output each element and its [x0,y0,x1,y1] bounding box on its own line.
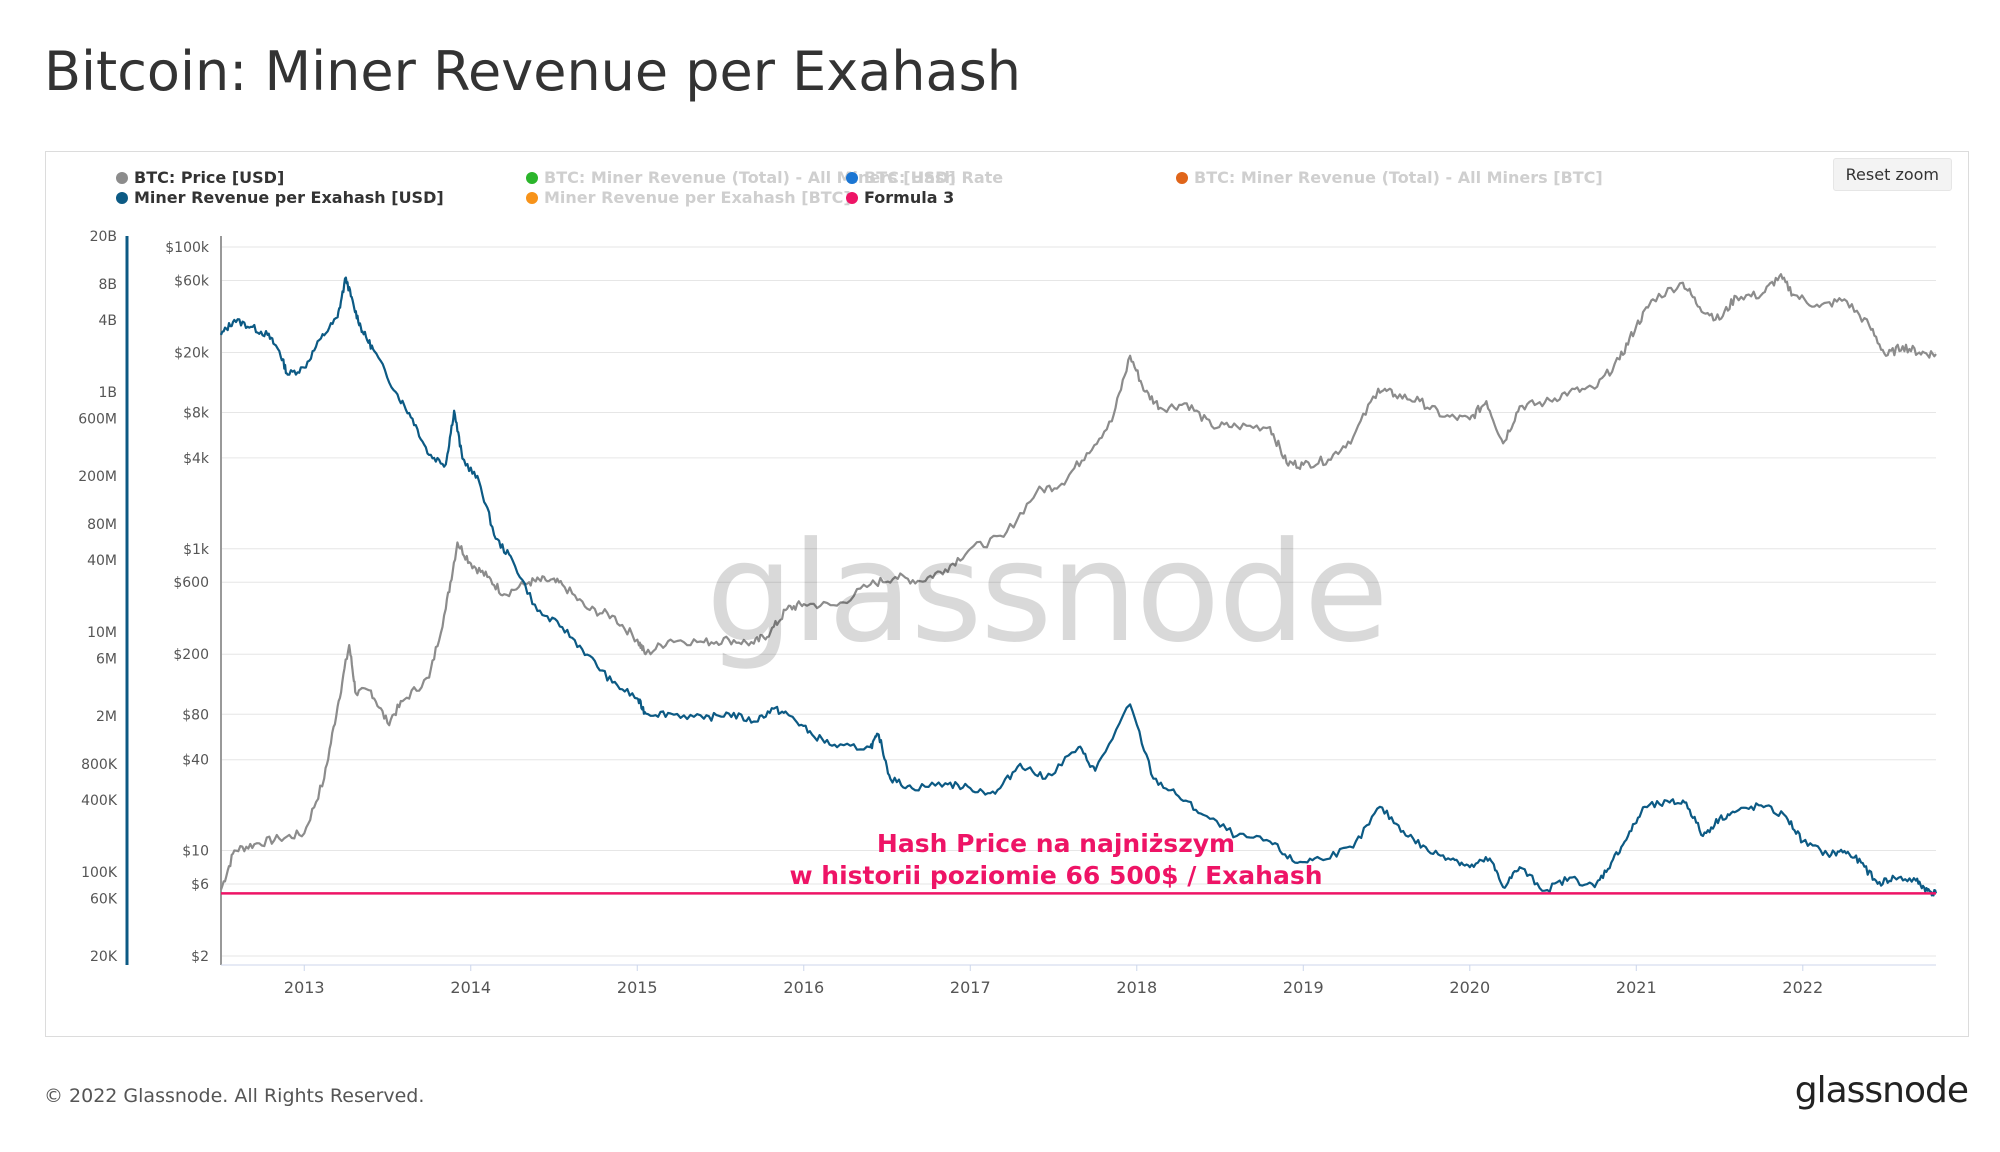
legend-item[interactable]: BTC: Hash Rate [846,168,1003,187]
price-tick-label: $600 [173,575,209,591]
price-tick-label: $10 [182,844,209,860]
legend-dot-icon [116,191,128,204]
x-tick-label: 2018 [1116,978,1157,997]
x-tick-label: 2014 [450,978,491,997]
revenue-tick-label: 80M [87,517,117,533]
price-tick-label: $80 [182,707,209,723]
price-tick-label: $60k [174,273,210,289]
price-tick-label: $8k [183,406,210,422]
legend-item[interactable]: BTC: Price [USD] [116,168,284,187]
revenue-tick-label: 10M [87,625,117,641]
x-tick-label: 2022 [1782,978,1823,997]
annotation-line-2: w historii poziomie 66 500$ / Exahash [789,861,1323,890]
revenue-tick-label: 400K [81,793,118,809]
revenue-tick-label: 800K [81,757,118,773]
chart-annotation: Hash Price na najniższym w historii pozi… [766,828,1346,892]
legend-dot-icon [1176,171,1188,184]
revenue-tick-label: 100K [81,865,118,881]
price-tick-label: $100k [165,240,210,256]
x-tick-label: 2019 [1283,978,1324,997]
legend-item[interactable]: Miner Revenue per Exahash [BTC] [526,188,851,207]
revenue-tick-label: 60K [90,892,118,908]
legend-label: BTC: Price [USD] [134,168,285,187]
legend-item[interactable]: Formula 3 [846,188,954,207]
copyright-footer: © 2022 Glassnode. All Rights Reserved. [44,1085,425,1107]
price-tick-label: $40 [182,753,209,769]
legend-dot-icon [526,171,538,184]
price-tick-label: $20k [174,345,210,361]
revenue-tick-label: 20K [90,949,118,965]
revenue-tick-label: 6M [96,652,117,668]
legend-dot-icon [846,191,858,204]
x-tick-label: 2016 [783,978,824,997]
revenue-tick-label: 200M [78,469,117,485]
legend-label: Miner Revenue per Exahash [BTC] [544,188,851,207]
x-tick-label: 2020 [1449,978,1490,997]
legend-label: BTC: Miner Revenue (Total) - All Miners … [1194,168,1603,187]
price-tick-label: $2 [191,949,209,965]
x-tick-label: 2017 [950,978,991,997]
series-line [219,273,1937,891]
series-line [219,276,1938,897]
chart-svg[interactable]: 20K 60K 100K 400K 800K 2M 6M 10M 40M 80M 200M 600M 1… [46,152,1968,1036]
legend-dot-icon [116,171,128,184]
chart-legend: BTC: Price [USD] Miner Revenue per Exahas… [116,168,1816,216]
legend-dot-icon [846,171,858,184]
price-tick-label: $1k [183,542,210,558]
annotation-line-1: Hash Price na najniższym [876,829,1236,858]
reset-zoom-button[interactable]: Reset zoom [1832,158,1952,191]
revenue-tick-label: 8B [98,277,117,293]
x-tick-label: 2021 [1616,978,1657,997]
price-tick-label: $4k [183,451,210,467]
revenue-tick-label: 600M [78,412,117,428]
legend-label: BTC: Hash Rate [864,168,1004,187]
price-tick-label: $6 [191,877,209,893]
legend-dot-icon [526,191,538,204]
page-title: Bitcoin: Miner Revenue per Exahash [44,40,1021,103]
legend-label: Formula 3 [864,188,955,207]
revenue-tick-label: 1B [98,385,117,401]
price-tick-label: $200 [173,647,209,663]
chart-container[interactable]: 20K 60K 100K 400K 800K 2M 6M 10M 40M 80M 200M 600M 1… [45,151,1969,1037]
revenue-tick-label: 4B [98,313,117,329]
x-tick-label: 2013 [284,978,325,997]
revenue-tick-label: 2M [96,709,117,725]
legend-item[interactable]: Miner Revenue per Exahash [USD] [116,188,444,207]
legend-item[interactable]: BTC: Miner Revenue (Total) - All Miners … [1176,168,1603,187]
revenue-tick-label: 40M [87,553,117,569]
glassnode-logo[interactable]: glassnode [1794,1070,1969,1111]
legend-label: Miner Revenue per Exahash [USD] [134,188,444,207]
revenue-tick-label: 20B [90,229,117,245]
x-tick-label: 2015 [617,978,658,997]
